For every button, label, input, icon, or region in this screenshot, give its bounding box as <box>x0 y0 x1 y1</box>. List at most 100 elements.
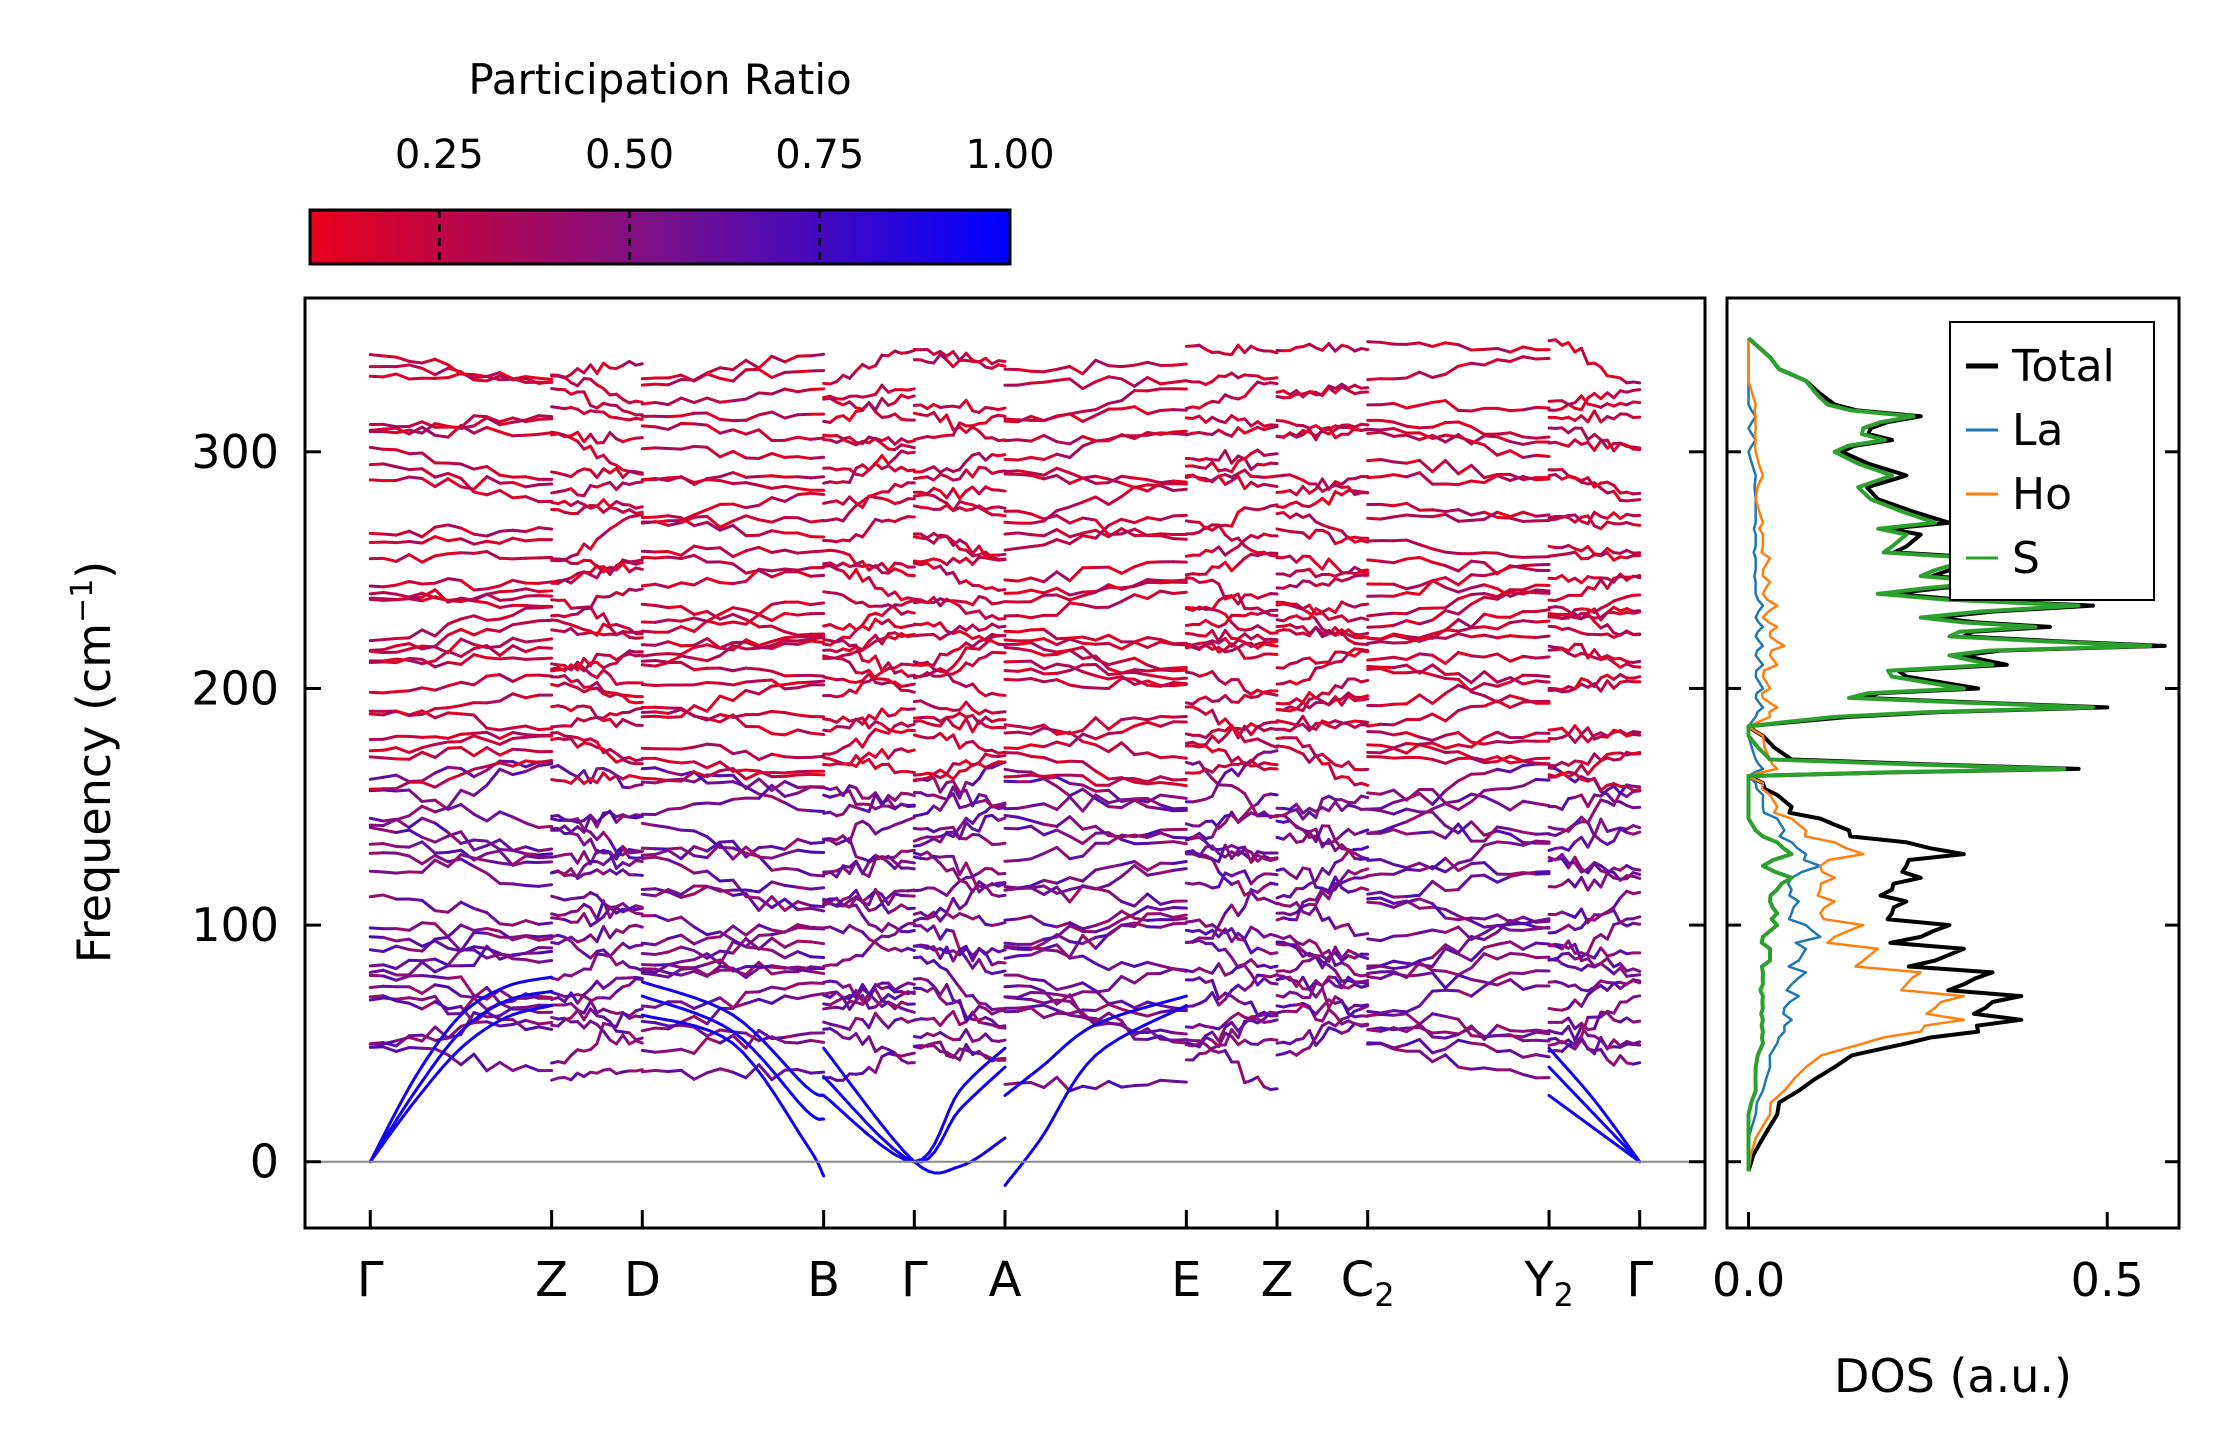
phonon-band <box>1418 1022 1434 1039</box>
phonon-band <box>459 614 476 621</box>
phonon-band <box>1482 759 1499 765</box>
phonon-band <box>893 590 903 602</box>
phonon-band <box>511 636 528 644</box>
phonon-band <box>880 632 890 646</box>
phonon-band <box>906 689 916 694</box>
phonon-band <box>1359 857 1370 861</box>
phonon-band <box>880 587 890 598</box>
phonon-band <box>433 735 450 740</box>
phonon-band <box>997 948 1007 954</box>
phonon-band <box>588 1007 599 1018</box>
phonon-band <box>1508 832 1525 844</box>
phonon-band <box>368 893 385 899</box>
phonon-band <box>906 682 916 687</box>
phonon-band <box>938 983 949 997</box>
phonon-band <box>524 1003 541 1009</box>
phonon-band <box>394 999 411 1005</box>
phonon-band <box>1223 1049 1234 1064</box>
phonon-band <box>1605 956 1616 969</box>
phonon-band <box>368 816 385 823</box>
phonon-band <box>666 848 683 861</box>
phonon-band <box>1042 922 1059 929</box>
phonon-band <box>666 654 683 664</box>
phonon-band <box>1521 927 1538 932</box>
phonon-band <box>666 759 683 765</box>
phonon-band <box>653 640 670 647</box>
phonon-band <box>1443 632 1460 640</box>
phonon-band <box>1003 677 1020 682</box>
phonon-band <box>394 636 411 640</box>
phonon-band <box>420 707 437 716</box>
phonon-band <box>634 1007 644 1013</box>
phonon-band <box>595 1023 605 1033</box>
phonon-band <box>1443 861 1460 874</box>
phonon-band <box>1243 963 1253 976</box>
phonon-band <box>679 643 696 648</box>
phonon-band <box>1294 959 1305 971</box>
phonon-band <box>368 584 385 589</box>
phonon-band <box>731 620 748 626</box>
phonon-band <box>744 768 761 773</box>
phonon-band <box>718 780 735 785</box>
phonon-band <box>1430 1047 1447 1055</box>
phonon-band <box>1521 921 1538 929</box>
phonon-band <box>446 637 463 655</box>
phonon-band <box>1055 1075 1072 1093</box>
phonon-band <box>731 1070 748 1080</box>
phonon-band <box>1120 640 1137 651</box>
phonon-band <box>640 963 657 967</box>
phonon-band <box>1016 824 1033 831</box>
phonon-band <box>1210 1030 1221 1043</box>
phonon-band <box>1443 756 1460 765</box>
phonon-band <box>705 637 722 650</box>
phonon-band <box>1366 970 1383 975</box>
phonon-band <box>841 996 852 1011</box>
phonon-band <box>867 857 877 878</box>
phonon-band <box>692 829 709 839</box>
phonon-band <box>459 734 476 744</box>
phonon-band <box>1217 814 1227 826</box>
phonon-band <box>1094 788 1111 793</box>
phonon-band <box>1405 893 1422 898</box>
phonon-band <box>744 990 761 994</box>
phonon-band <box>1269 932 1279 938</box>
phonon-band <box>381 690 398 695</box>
phonon-band <box>1171 967 1188 973</box>
phonon-band <box>394 844 411 849</box>
phonon-band <box>666 604 683 610</box>
phonon-band <box>459 994 476 999</box>
phonon-band <box>757 933 774 938</box>
phonon-band <box>783 611 800 617</box>
phonon-band <box>958 820 968 841</box>
phonon-band <box>757 1063 774 1082</box>
phonon-band <box>1430 712 1447 723</box>
phonon-band <box>524 854 541 860</box>
phonon-band <box>1359 694 1370 699</box>
phonon-band <box>368 984 385 989</box>
phonon-band <box>1379 746 1396 755</box>
phonon-band <box>1158 803 1175 811</box>
phonon-band <box>1081 1084 1098 1091</box>
phonon-band <box>407 973 424 978</box>
phonon-band <box>1016 724 1033 730</box>
phonon-band <box>653 807 670 817</box>
phonon-band <box>1359 616 1370 622</box>
phonon-band <box>984 1032 994 1043</box>
phonon-band <box>1223 693 1234 704</box>
phonon-band <box>1301 828 1311 839</box>
phonon-band <box>783 728 800 737</box>
phonon-band <box>1418 1049 1434 1064</box>
phonon-band <box>1197 918 1208 928</box>
phonon-band <box>433 622 450 638</box>
phonon-band <box>653 855 670 862</box>
phonon-band <box>1521 799 1538 806</box>
phonon-band <box>1029 588 1046 595</box>
phonon-band <box>1107 659 1124 667</box>
phonon-band <box>407 828 424 839</box>
phonon-band <box>809 969 826 976</box>
phonon-band <box>1256 794 1266 806</box>
phonon-band <box>731 713 748 719</box>
phonon-band <box>1016 857 1033 862</box>
phonon-band <box>653 582 670 589</box>
phonon-band <box>692 949 709 960</box>
